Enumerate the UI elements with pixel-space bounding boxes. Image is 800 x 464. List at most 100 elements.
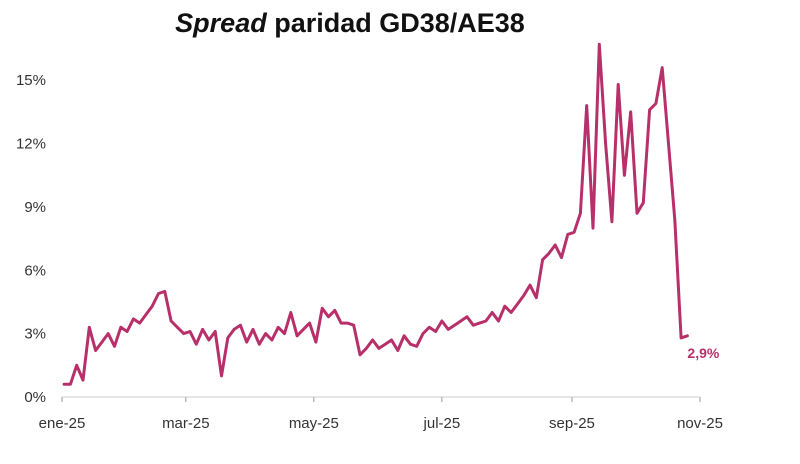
data-point [308,321,311,325]
data-point [415,345,418,348]
x-tick-label: mar-25 [162,415,210,432]
data-point [541,258,544,261]
data-point [151,305,154,308]
chart-title-emphasis: Spread [175,8,267,38]
data-point [220,374,223,378]
data-point [352,324,355,327]
data-point [560,256,563,259]
data-point [503,305,506,308]
data-point [579,212,582,215]
data-point [440,319,444,323]
data-point [623,174,626,177]
data-point [516,302,519,306]
data-point [377,347,381,350]
data-point [459,319,462,323]
data-point [604,142,607,145]
data-point [195,343,198,346]
data-point [673,218,676,221]
y-tick-label: 0% [24,389,46,406]
data-point [465,315,469,318]
data-point [679,336,683,340]
data-point [119,326,123,329]
data-point [144,313,148,316]
data-point [591,226,595,230]
data-point [365,347,368,350]
data-point [402,334,406,337]
y-tick-label: 9% [24,199,46,216]
data-point [522,294,525,297]
data-point [62,383,66,386]
data-point [163,290,166,293]
data-point [453,324,456,327]
data-point [314,340,318,344]
data-point [321,307,324,310]
data-point [428,326,431,329]
data-point [214,330,217,333]
data-point [176,326,179,329]
data-point [81,378,85,382]
data-point [125,330,129,333]
data-point [346,321,349,325]
chart-title-rest: paridad GD38/AE38 [266,8,525,38]
data-point [138,321,141,325]
data-point [169,319,173,323]
data-point [264,332,267,335]
data-point [434,330,437,333]
data-point [654,102,658,105]
data-point [188,330,192,333]
data-point [245,340,248,344]
data-point [207,338,211,342]
data-point [113,345,116,348]
x-tick-label: sep-25 [549,415,595,432]
x-tick-label: ene-25 [39,415,86,432]
data-point [635,212,639,215]
data-point [478,321,481,325]
data-point [661,66,664,69]
data-point [339,321,343,325]
data-point [69,383,72,386]
series-line [62,42,689,386]
y-axis: 0% 3% 6% 9% 12% 15% [16,72,46,406]
data-point [239,324,242,327]
data-point [642,201,645,204]
data-point [226,336,229,340]
data-point [107,332,110,335]
data-point [232,328,236,331]
data-point [667,142,670,145]
y-tick-label: 12% [16,136,46,153]
data-point [648,108,651,112]
data-point [509,311,513,314]
data-point [371,338,374,342]
data-point [554,243,557,247]
data-point [295,334,299,337]
data-point [258,343,261,346]
data-point [283,332,286,335]
data-point [75,364,78,367]
data-point [491,311,494,314]
data-point [94,349,97,352]
data-point [497,319,500,323]
x-tick-label: nov-25 [677,415,723,432]
data-point [472,324,475,327]
data-point [100,340,104,344]
data-point [566,233,569,236]
data-point [157,292,160,295]
data-point [484,319,488,323]
data-point [535,296,538,299]
data-point [572,231,576,234]
data-point [201,328,204,331]
data-point [610,220,614,223]
y-tick-label: 6% [24,262,46,279]
data-point [617,83,620,86]
data-point [421,332,425,335]
x-tick-label: jul-25 [423,415,461,432]
data-point [327,315,330,318]
data-point [289,311,292,314]
data-point [686,334,689,337]
data-point [547,252,551,255]
data-point [333,309,336,312]
y-tick-label: 3% [24,326,46,343]
data-point [390,338,393,342]
end-value-label: 2,9% [687,345,719,361]
data-point [182,332,185,335]
